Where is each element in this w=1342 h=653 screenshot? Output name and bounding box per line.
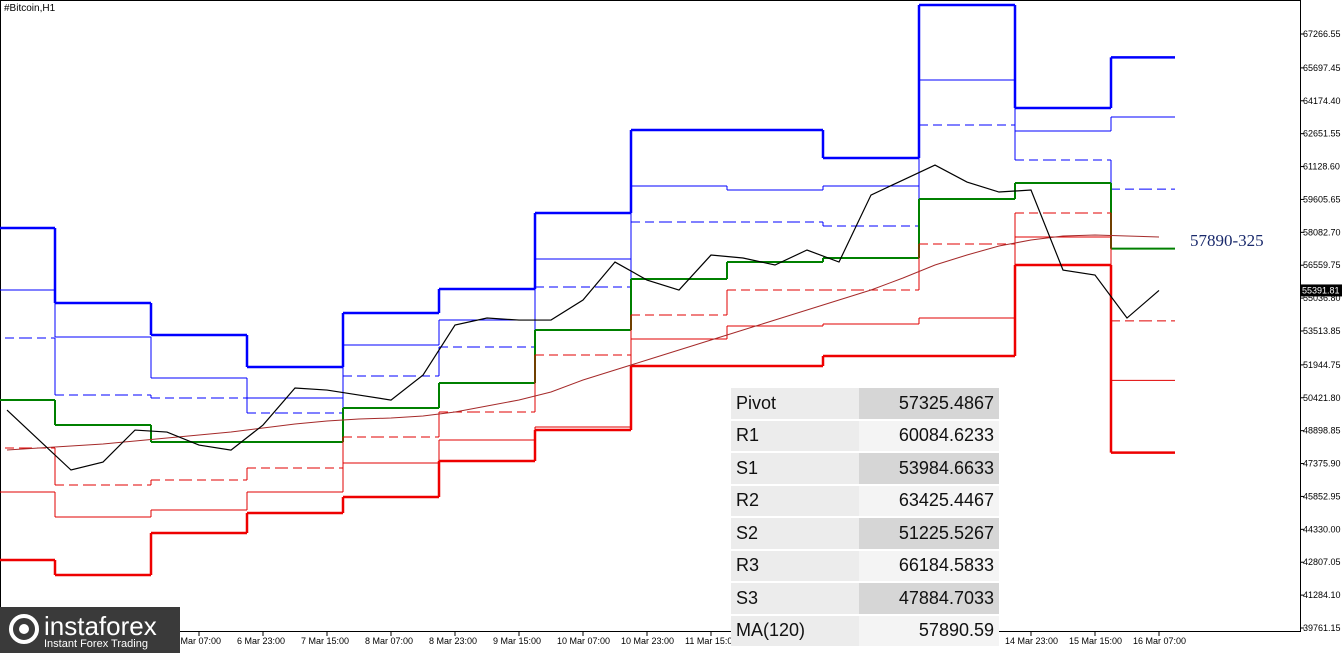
- last-price-label: 55391.81: [1302, 285, 1340, 295]
- level-name: Pivot: [731, 388, 859, 421]
- x-tick-label: 8 Mar 07:00: [365, 636, 413, 646]
- watermark-brand: instaforex: [44, 611, 157, 641]
- y-tick-label: 62651.55: [1303, 129, 1341, 139]
- level-name: S1: [731, 452, 859, 486]
- table-row: MA(120) 57890.59: [731, 614, 999, 648]
- table-row: S3 47884.7033: [731, 582, 999, 616]
- level-name: R2: [731, 484, 859, 518]
- y-tick-label: 50421.80: [1303, 393, 1341, 403]
- y-tick-label: 45852.95: [1303, 491, 1341, 501]
- x-tick-label: 6 Mar 07:00: [173, 636, 221, 646]
- level-name: S2: [731, 517, 859, 551]
- level-name: S3: [731, 582, 859, 616]
- series: [0, 212, 1175, 486]
- series-line: [6, 164, 1160, 471]
- watermark: instaforex Instant Forex Trading: [0, 607, 180, 653]
- y-tick-label: 55036.80: [1303, 293, 1341, 303]
- y-tick-label: 48898.85: [1303, 426, 1341, 436]
- x-tick-label: 9 Mar 15:00: [493, 636, 541, 646]
- level-value: 53984.6633: [859, 452, 999, 486]
- table-row: R1 60084.6233: [731, 419, 999, 453]
- x-tick-label: 10 Mar 23:00: [621, 636, 674, 646]
- table-row: R3 66184.5833: [731, 549, 999, 583]
- y-tick-label: 41284.10: [1303, 590, 1341, 600]
- annotation: 57890-325: [1190, 231, 1264, 250]
- y-tick-label: 56559.75: [1303, 260, 1341, 270]
- series: [6, 164, 1160, 471]
- y-tick-label: 64174.40: [1303, 96, 1341, 106]
- x-tick-label: 14 Mar 23:00: [1005, 636, 1058, 646]
- table-row: R2 63425.4467: [731, 484, 999, 518]
- level-value: 60084.6233: [859, 419, 999, 453]
- last-price-box: [1300, 284, 1342, 297]
- y-tick-label: 65697.45: [1303, 63, 1341, 73]
- table-row: Pivot 57325.4867: [731, 388, 999, 421]
- y-tick-label: 42807.05: [1303, 557, 1341, 567]
- chart-title: #Bitcoin,H1: [4, 3, 56, 14]
- level-name: MA(120): [731, 614, 859, 648]
- x-tick-label: 7 Mar 15:00: [301, 636, 349, 646]
- level-value: 47884.7033: [859, 582, 999, 616]
- y-tick-label: 61128.60: [1303, 162, 1340, 172]
- series-line: [6, 234, 1160, 451]
- plot-frame: [0, 0, 1301, 632]
- series: [0, 79, 1175, 399]
- level-value: 57325.4867: [859, 388, 999, 421]
- x-tick-label: 11 Mar 15:00: [685, 636, 737, 646]
- series: [0, 263, 1175, 577]
- y-tick-label: 44330.00: [1303, 524, 1341, 534]
- levels-table: Pivot 57325.4867 R1 60084.6233 S1 53984.6633 R…: [731, 388, 999, 648]
- level-name: R1: [731, 419, 859, 453]
- level-value: 63425.4467: [859, 484, 999, 518]
- x-tick-label: 8 Mar 23:00: [429, 636, 477, 646]
- level-value: 51225.5267: [859, 517, 999, 551]
- level-name: R3: [731, 549, 859, 583]
- x-tick-label: 15 Mar 15:00: [1069, 636, 1122, 646]
- y-tick-label: 67266.55: [1303, 29, 1341, 39]
- x-tick-label: 6 Mar 23:00: [237, 636, 285, 646]
- level-value: 57890.59: [859, 614, 999, 648]
- y-tick-label: 53513.85: [1303, 326, 1341, 336]
- table-row: S2 51225.5267: [731, 517, 999, 551]
- watermark-logo: [9, 614, 39, 644]
- series: [6, 234, 1160, 451]
- watermark-tagline: Instant Forex Trading: [44, 638, 148, 650]
- x-tick-label: 16 Mar 07:00: [1133, 636, 1186, 646]
- y-tick-label: 58082.70: [1303, 227, 1341, 237]
- level-value: 66184.5833: [859, 549, 999, 583]
- table-row: S1 53984.6633: [731, 452, 999, 486]
- y-tick-label: 51944.75: [1303, 360, 1341, 370]
- series: [0, 182, 1175, 444]
- y-tick-label: 39761.15: [1303, 623, 1341, 633]
- y-tick-label: 59605.65: [1303, 194, 1341, 204]
- y-tick-label: 47375.90: [1303, 459, 1341, 469]
- x-tick-label: 10 Mar 07:00: [557, 636, 610, 646]
